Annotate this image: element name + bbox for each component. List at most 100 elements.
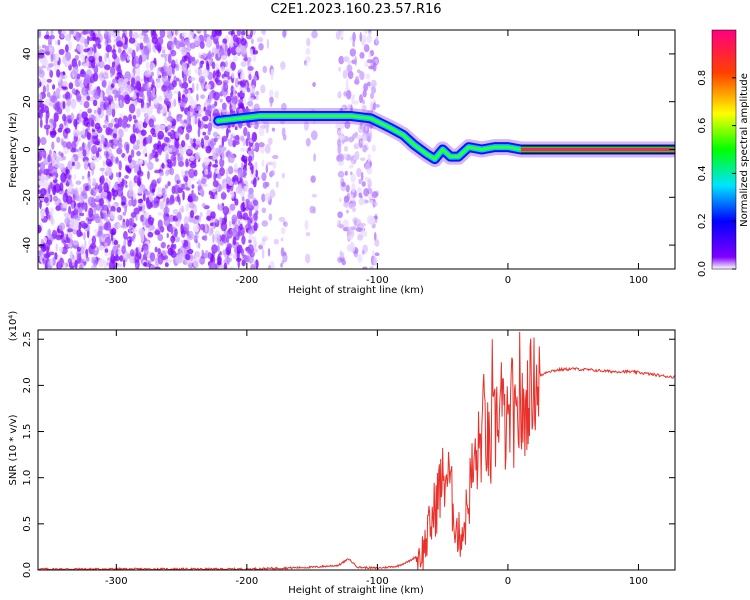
noise-blob (72, 66, 79, 76)
noise-blob (100, 174, 105, 185)
noise-blob (42, 259, 47, 265)
noise-blob (44, 99, 51, 106)
noise-blob (117, 47, 122, 54)
noise-blob (149, 60, 154, 71)
noise-blob (151, 179, 157, 189)
noise-blob (137, 98, 143, 103)
noise-blob (374, 239, 380, 247)
noise-blob (266, 161, 274, 166)
noise-blob (176, 77, 180, 82)
noise-blob (243, 57, 248, 62)
noise-blob (258, 127, 265, 137)
noise-blob (205, 109, 212, 118)
noise-blob (231, 71, 235, 79)
noise-blob (187, 31, 194, 40)
noise-blob (251, 84, 256, 94)
noise-blob (366, 215, 374, 225)
noise-blob (47, 154, 51, 163)
noise-blob (165, 202, 168, 213)
noise-blob (243, 185, 250, 191)
noise-blob (50, 167, 58, 176)
noise-blob (252, 177, 257, 188)
noise-blob (227, 154, 231, 163)
noise-blob (163, 81, 170, 87)
noise-blob (64, 217, 71, 226)
noise-blob (374, 104, 380, 108)
noise-blob (203, 156, 210, 166)
noise-blob (102, 204, 109, 211)
noise-blob (176, 113, 183, 118)
noise-blob (121, 245, 126, 255)
noise-blob (70, 30, 74, 35)
colorbar-tick-label: 0.6 (697, 118, 708, 134)
noise-blob (231, 191, 235, 199)
noise-blob (125, 218, 130, 228)
noise-blob (48, 118, 55, 124)
noise-blob (173, 37, 178, 46)
noise-blob (56, 64, 61, 68)
noise-blob (52, 195, 58, 202)
noise-blob (108, 148, 112, 155)
noise-blob (98, 154, 102, 160)
noise-blob (195, 138, 201, 145)
noise-blob (111, 107, 116, 118)
noise-blob (94, 51, 100, 58)
noise-blob (248, 208, 253, 217)
noise-blob (266, 38, 270, 50)
noise-blob (205, 173, 211, 179)
noise-blob (137, 120, 143, 131)
snr-series-line (38, 331, 675, 570)
noise-blob (191, 82, 195, 93)
noise-blob (265, 181, 270, 187)
noise-blob (346, 119, 350, 130)
noise-blob (116, 244, 121, 248)
noise-blob (161, 75, 169, 84)
noise-blob (337, 211, 343, 219)
noise-blob (84, 201, 88, 212)
noise-blob (366, 81, 371, 87)
noise-blob (242, 212, 249, 221)
noise-blob (122, 52, 129, 59)
noise-blob (227, 138, 233, 147)
noise-blob (211, 61, 216, 70)
noise-blob (183, 223, 190, 232)
noise-blob (344, 170, 348, 176)
noise-blob (198, 215, 202, 223)
noise-blob (151, 32, 158, 40)
noise-blob (178, 160, 185, 167)
noise-blob (358, 178, 362, 185)
noise-blob (206, 98, 212, 104)
noise-blob (181, 62, 188, 72)
noise-blob (207, 122, 213, 133)
noise-blob (138, 54, 143, 65)
noise-blob (103, 182, 109, 193)
noise-blob (337, 144, 342, 155)
noise-blob (104, 248, 109, 253)
noise-blob (229, 203, 236, 211)
noise-blob (183, 39, 190, 46)
noise-blob (153, 197, 157, 206)
noise-blob (72, 228, 78, 235)
noise-blob (253, 213, 258, 221)
noise-blob (100, 245, 105, 250)
noise-blob (38, 181, 46, 187)
noise-blob (211, 244, 218, 254)
noise-blob (136, 108, 141, 118)
noise-blob (38, 45, 42, 50)
noise-blob (246, 56, 252, 63)
noise-blob (280, 61, 286, 70)
noise-blob (161, 254, 169, 260)
noise-blob (128, 103, 136, 114)
noise-blob (359, 51, 365, 59)
noise-blob (104, 64, 111, 71)
noise-blob (88, 55, 95, 63)
noise-blob (44, 196, 49, 204)
noise-blob (167, 258, 173, 263)
noise-blob (52, 174, 56, 181)
noise-blob (141, 31, 147, 36)
noise-blob (117, 117, 123, 128)
noise-blob (175, 130, 179, 139)
noise-blob (56, 69, 61, 78)
noise-blob (128, 217, 133, 227)
noise-blob (197, 119, 202, 129)
